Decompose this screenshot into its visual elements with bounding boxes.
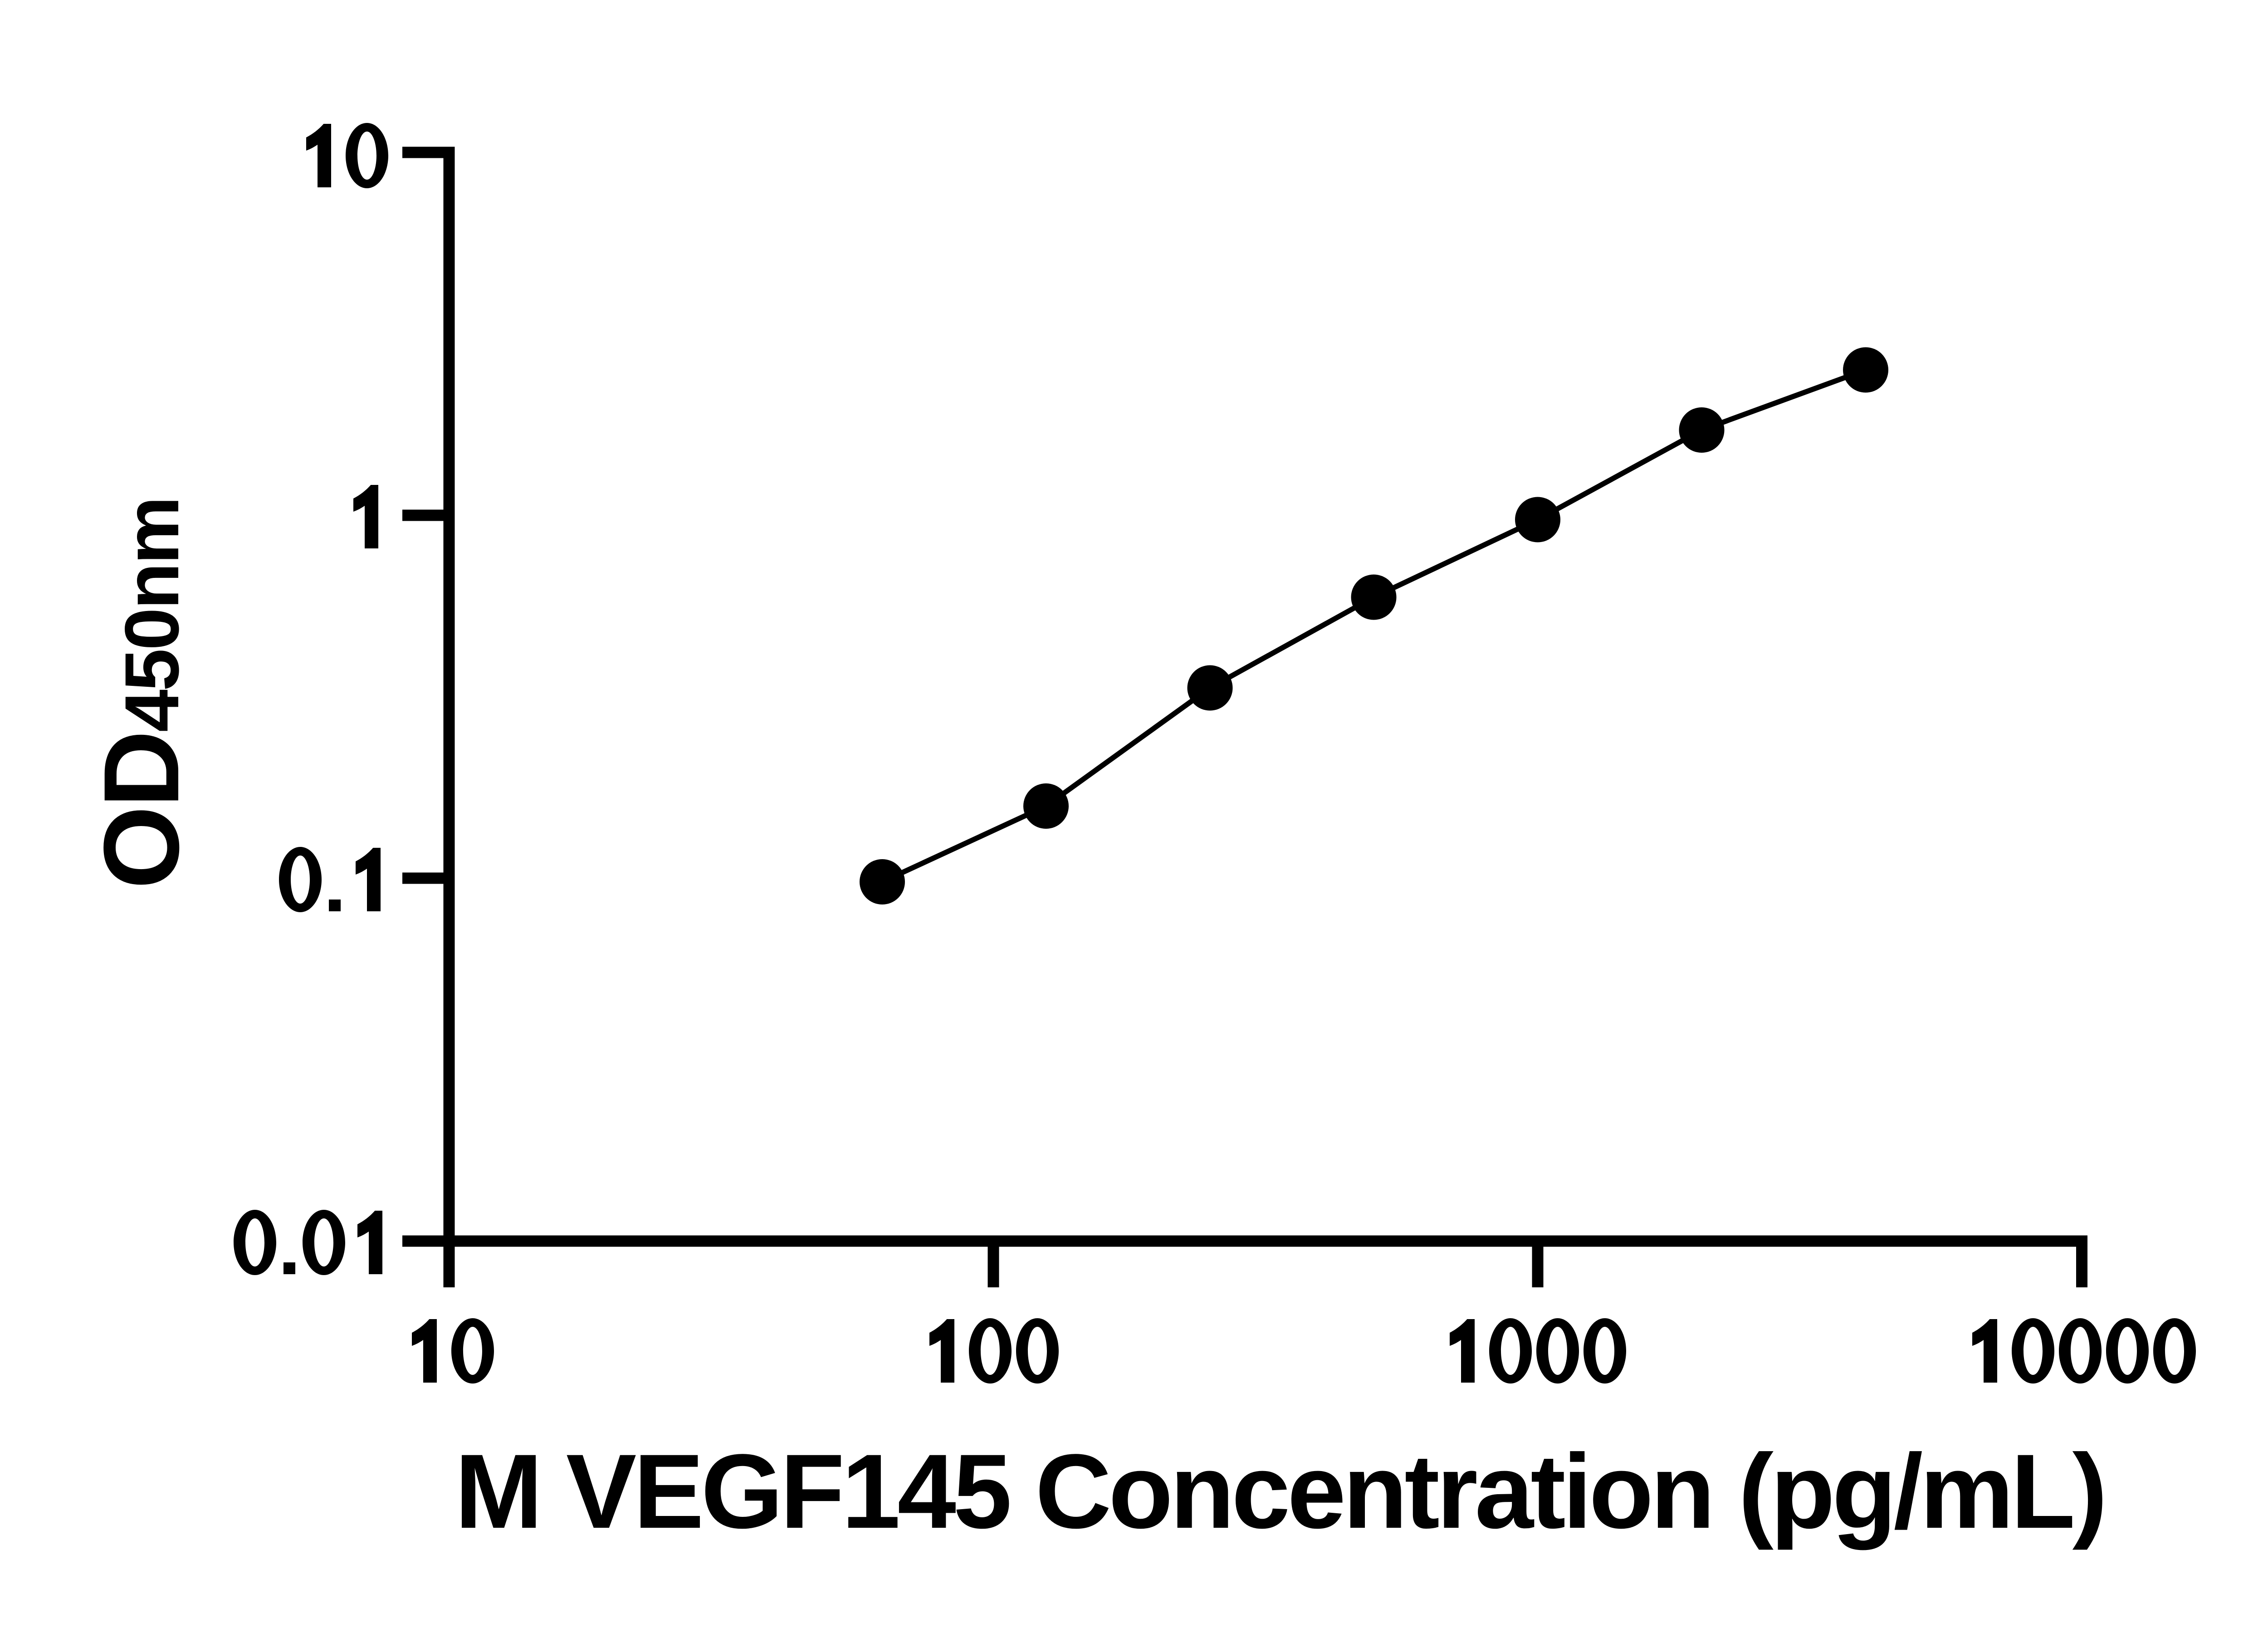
svg-text:M VEGF145 Concentration (pg/mL: M VEGF145 Concentration (pg/mL) bbox=[455, 1433, 2104, 1550]
svg-text:OD450nm: OD450nm bbox=[82, 498, 201, 889]
